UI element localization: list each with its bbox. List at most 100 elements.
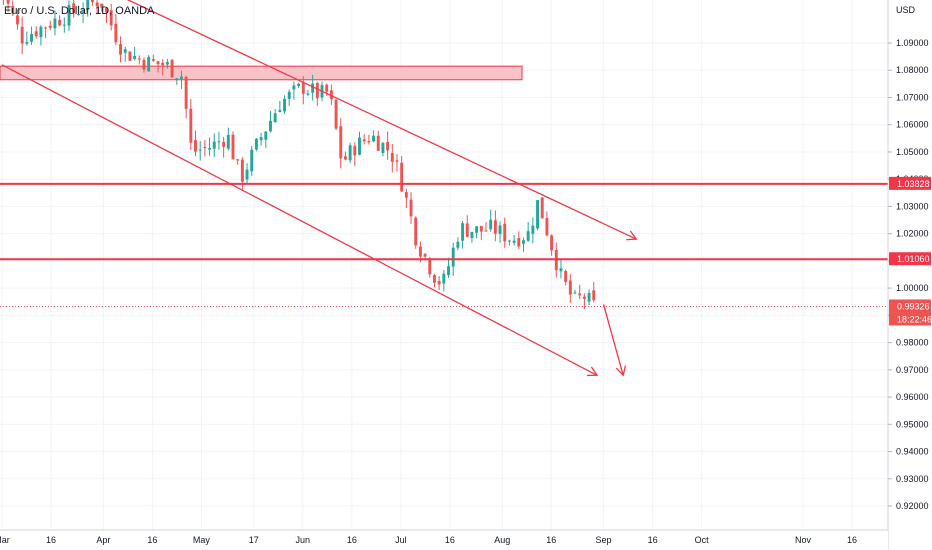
candle-body	[240, 159, 244, 182]
candle	[72, 0, 76, 18]
candle-body	[372, 135, 376, 142]
candle-body	[180, 76, 183, 79]
x-tick-label: 16	[546, 535, 556, 545]
candle	[109, 3, 113, 31]
candle-body	[147, 56, 151, 72]
candle-body	[306, 93, 310, 95]
candle	[550, 234, 554, 256]
x-tick-label: May	[193, 535, 211, 545]
candle	[343, 151, 347, 161]
candle-body	[582, 296, 586, 299]
candle-body	[475, 226, 479, 233]
resistance-zone	[0, 65, 523, 81]
candle	[447, 257, 450, 278]
candle-body	[479, 225, 483, 232]
candle-body	[550, 235, 554, 251]
time-axis-bg	[0, 530, 888, 550]
candle	[62, 17, 66, 33]
candle	[231, 131, 235, 160]
candle	[30, 26, 33, 45]
candle-body	[165, 61, 169, 65]
candle-body	[264, 131, 268, 140]
candle	[428, 256, 432, 278]
candle-body	[503, 223, 507, 242]
x-tick-label: 16	[445, 535, 455, 545]
candle	[339, 118, 343, 169]
candle	[250, 146, 254, 176]
candle	[259, 132, 263, 146]
candle	[16, 9, 19, 30]
candle-body	[315, 83, 319, 99]
candle	[433, 274, 436, 288]
candle	[53, 10, 57, 36]
candle	[493, 210, 497, 242]
grid-lines	[0, 0, 888, 530]
candle-body	[67, 5, 71, 26]
candle	[86, 0, 90, 17]
candle-body	[343, 156, 347, 160]
level-price-tag-text: 1.03828	[897, 179, 930, 189]
candle	[81, 2, 85, 24]
candle-body	[404, 192, 408, 198]
candle	[6, 0, 10, 13]
candle	[479, 225, 483, 241]
x-tick-label: 17	[249, 535, 259, 545]
candle-body	[522, 240, 525, 244]
y-tick-label: 0.97000	[896, 365, 929, 375]
candle-body	[208, 148, 212, 150]
candle-body	[11, 5, 15, 14]
candle	[311, 74, 315, 101]
candle	[517, 231, 521, 250]
currency-label: USD	[896, 5, 916, 15]
candle	[287, 89, 291, 106]
candle-body	[53, 18, 57, 29]
time-axis[interactable]: Mar 16 Apr 16 May 17 Jun 16 Jul 16 Aug 16 Sep 16 Oct No…	[0, 529, 888, 550]
candle-body	[517, 238, 521, 247]
price-axis-bg	[888, 0, 932, 550]
candle-body	[194, 140, 197, 152]
candle	[414, 216, 418, 249]
candle	[564, 269, 568, 286]
candle-body	[418, 246, 422, 257]
candle-body	[189, 108, 193, 143]
candle	[573, 289, 577, 295]
lower-channel-arrow	[1, 64, 599, 377]
candle-body	[451, 247, 455, 267]
candle	[119, 36, 122, 63]
candle	[44, 26, 48, 38]
candle	[123, 46, 127, 62]
candle-body	[16, 15, 19, 25]
candle-body	[456, 241, 460, 248]
candle-body	[498, 225, 502, 235]
candle-body	[44, 27, 48, 29]
candle	[198, 141, 202, 161]
candle-body	[39, 26, 43, 38]
price-axis[interactable]: USD 1.09000 1.08000 1.07000 1.06000 1.05000 1.…	[887, 0, 932, 550]
candle	[348, 142, 352, 164]
candle	[137, 55, 141, 65]
candle	[58, 15, 62, 27]
candle	[587, 289, 591, 306]
candle	[489, 209, 493, 232]
candle-body	[95, 2, 99, 7]
candle	[301, 76, 305, 105]
candle-body	[119, 44, 122, 55]
candle	[184, 75, 188, 119]
candle-body	[259, 137, 263, 141]
candle-body	[442, 273, 446, 284]
x-tick-label: Nov	[795, 535, 812, 545]
y-tick-label: 0.93000	[896, 474, 929, 484]
candle	[390, 143, 394, 173]
last-price-tag: 0.99326	[889, 299, 931, 313]
candle-body	[578, 293, 582, 296]
y-tick-label: 0.92000	[896, 501, 929, 511]
candle-body	[156, 61, 160, 65]
trend-drawings	[0, 0, 888, 377]
candle	[503, 217, 507, 248]
candle	[297, 82, 301, 89]
candle-body	[395, 160, 399, 162]
x-tick-label: Jul	[395, 535, 407, 545]
candle-body	[489, 219, 493, 230]
candle	[526, 222, 530, 242]
